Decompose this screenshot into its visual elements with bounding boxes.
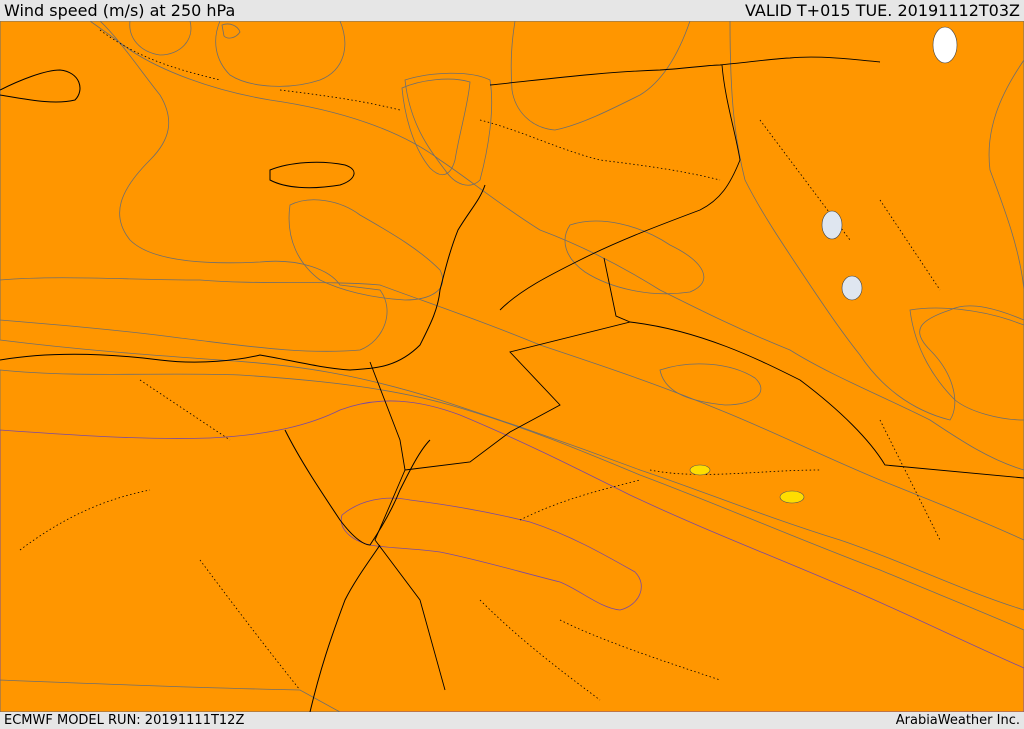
header-bar: Wind speed (m/s) at 250 hPa VALID T+015 … [0, 0, 1024, 21]
contour-blob [689, 464, 711, 476]
band-15-20-turkey [215, 21, 346, 87]
band-15-20-iraq [564, 220, 705, 295]
band-20-25-east [909, 307, 1024, 421]
band-30-35 [0, 21, 1024, 611]
band-lt15-small [221, 23, 241, 39]
band-20-25-west [0, 21, 388, 352]
band-45-50 [0, 400, 1024, 712]
band-35-40 [0, 21, 1024, 712]
map-svg [0, 21, 1024, 712]
band-20-25-se [659, 363, 762, 406]
border-lines [19, 29, 941, 701]
band-15-20-levant [404, 72, 493, 186]
model-run: ECMWF MODEL RUN: 20191111T12Z [4, 713, 245, 728]
band-15-20-iran [729, 21, 1024, 421]
band-15-20-turkey-n [129, 21, 192, 56]
lake-icon [821, 210, 843, 240]
lake-icon [841, 275, 863, 301]
map-title: Wind speed (m/s) at 250 hPa [4, 1, 236, 20]
band-40-45-south [0, 679, 341, 712]
wind-speed-map [0, 21, 1024, 712]
credit: ArabiaWeather Inc. [895, 713, 1020, 728]
band-lt15 [401, 78, 471, 176]
footer-bar: ECMWF MODEL RUN: 20191111T12Z ArabiaWeat… [0, 712, 1024, 729]
international-borders [369, 56, 1024, 691]
band-25-30-cyprus [288, 199, 443, 301]
coastlines [0, 69, 486, 712]
contour-blob [779, 490, 805, 504]
band-50-55 [340, 497, 642, 611]
band-20-25 [89, 21, 1024, 471]
band-40-45 [0, 369, 1024, 712]
lake-icon [932, 26, 958, 64]
valid-time: VALID T+015 TUE. 20191112T03Z [744, 1, 1020, 20]
